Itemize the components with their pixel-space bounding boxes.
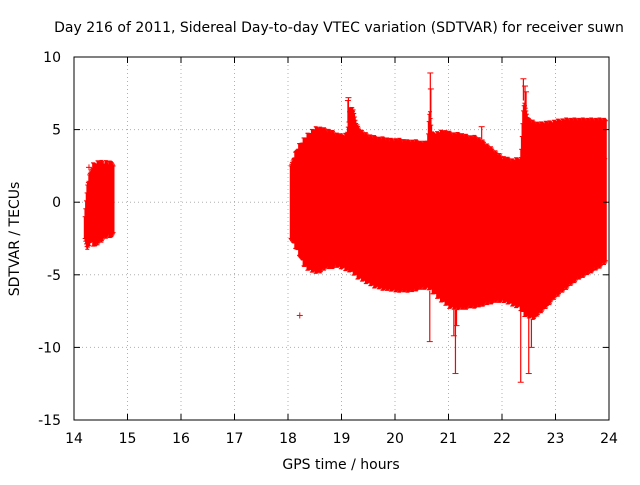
x-tick-label: 16: [172, 431, 190, 447]
y-tick-label: 10: [43, 50, 61, 66]
x-tick-label: 23: [547, 431, 565, 447]
x-tick-label: 15: [119, 431, 137, 447]
chart-title: Day 216 of 2011, Sidereal Day-to-day VTE…: [54, 20, 624, 36]
x-tick-label: 19: [333, 431, 351, 447]
x-tick-label: 17: [226, 431, 244, 447]
x-tick-label: 14: [65, 431, 83, 447]
x-tick-label: 21: [440, 431, 458, 447]
x-tick-label: 20: [386, 431, 404, 447]
y-tick-label: -5: [47, 268, 61, 284]
x-tick-label: 22: [493, 431, 511, 447]
x-tick-label: 24: [600, 431, 618, 447]
x-tick-label: 18: [279, 431, 297, 447]
plot-area: [82, 72, 608, 383]
y-axis-label: SDTVAR / TECUs: [7, 182, 23, 297]
y-tick-label: -10: [38, 340, 61, 356]
axis-ticks: 14 15 16 17 18 19 20 21 22 23 24 -15 -10 -5 0 5 10: [38, 50, 618, 447]
grid-lines: [74, 57, 609, 420]
x-axis-label: GPS time / hours: [282, 457, 399, 473]
y-tick-label: 5: [52, 123, 61, 139]
y-tick-label: -15: [38, 413, 61, 429]
y-tick-label: 0: [52, 195, 61, 211]
